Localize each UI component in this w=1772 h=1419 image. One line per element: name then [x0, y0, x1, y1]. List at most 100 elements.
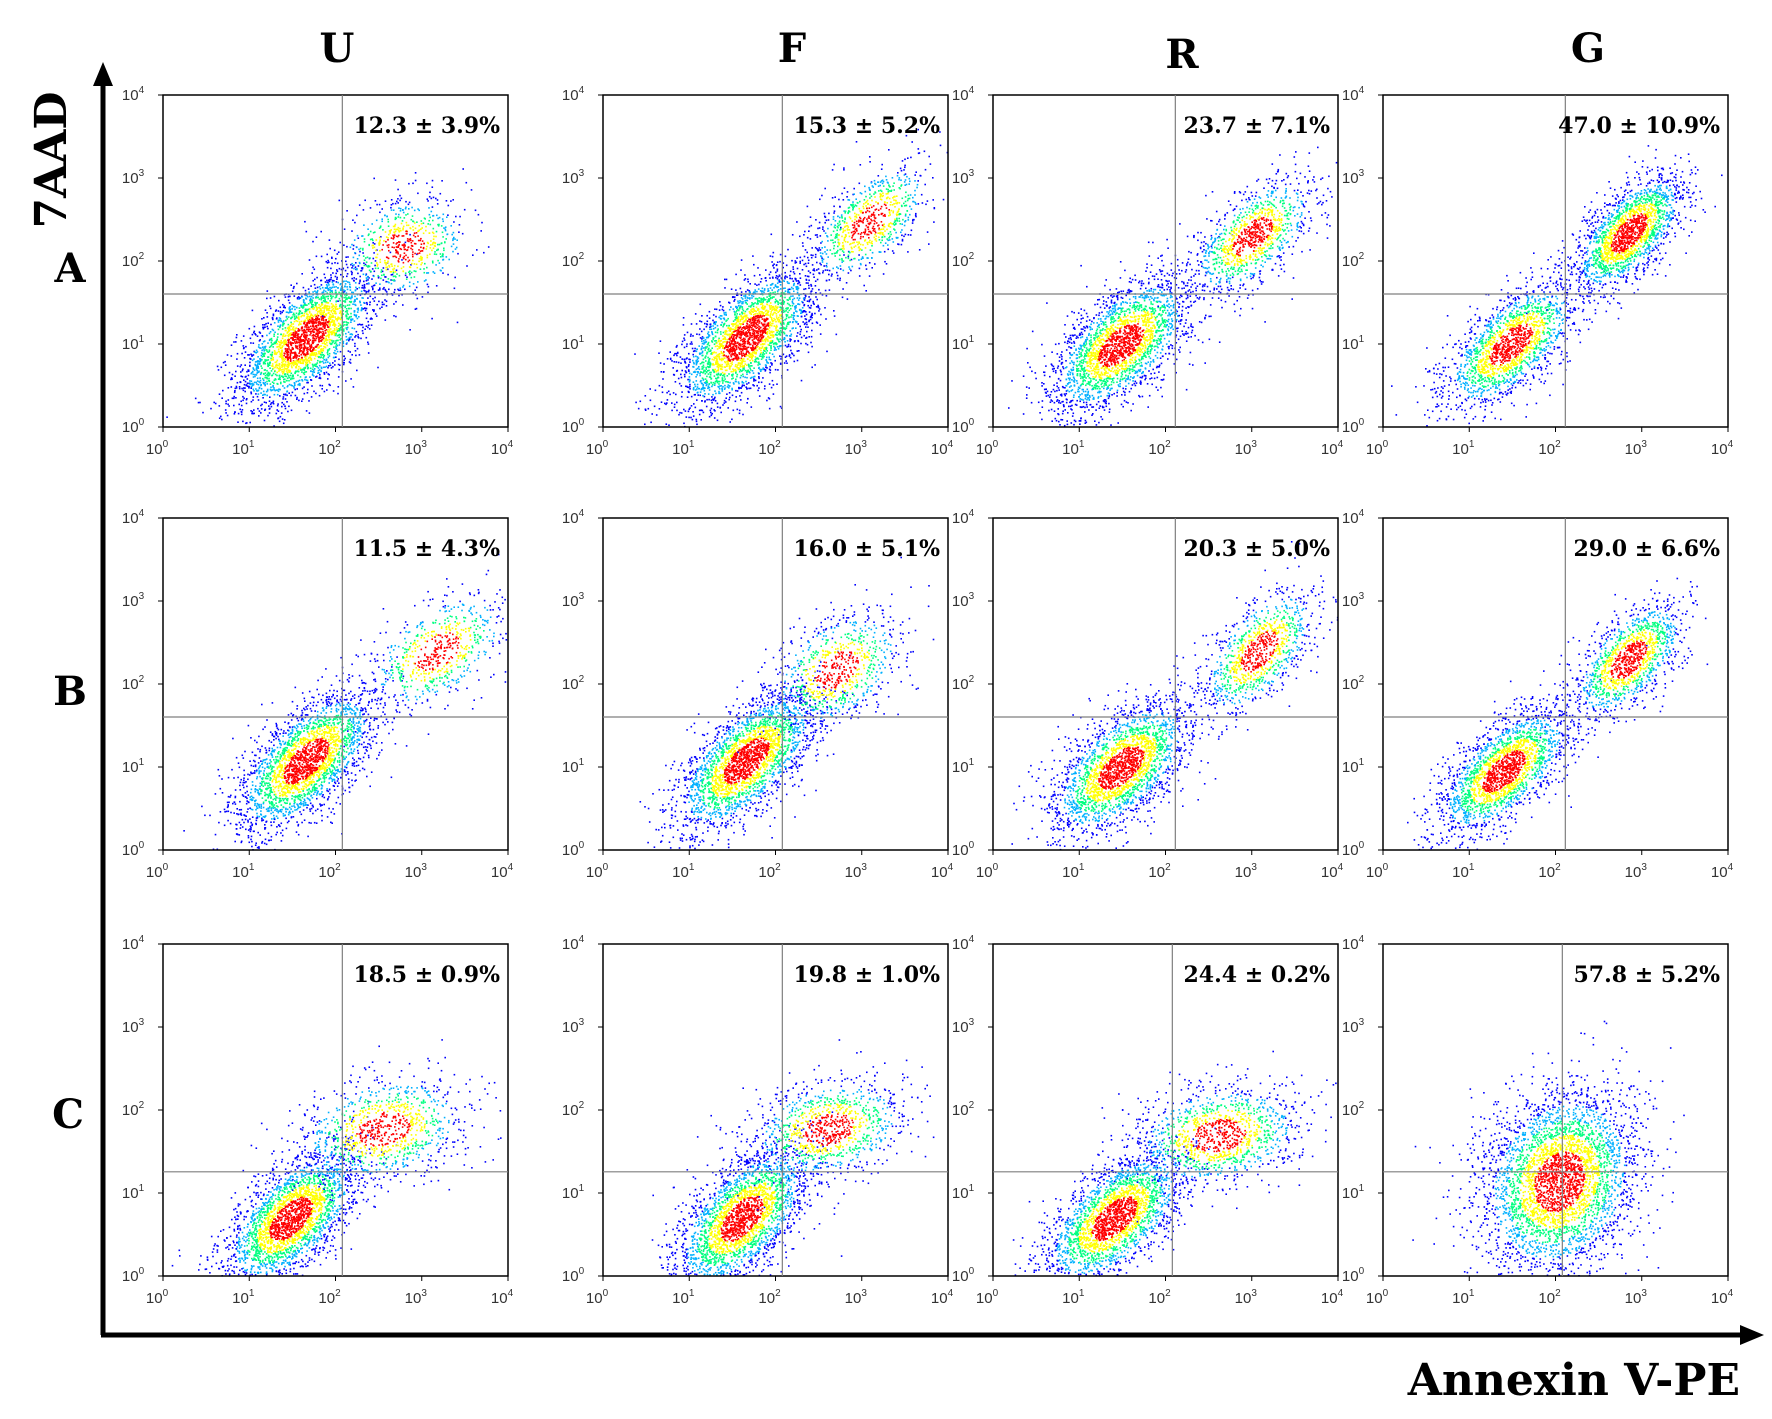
x-tick-label: 101 — [232, 439, 255, 458]
data-point — [300, 362, 302, 364]
data-point — [784, 341, 786, 343]
data-point — [806, 279, 808, 281]
data-point — [334, 343, 336, 345]
data-point — [702, 387, 704, 389]
data-point — [409, 266, 411, 268]
data-point — [752, 370, 754, 372]
data-point — [368, 233, 370, 235]
data-point — [365, 275, 367, 277]
data-point — [392, 235, 394, 237]
data-point — [276, 361, 278, 363]
data-point — [340, 338, 342, 340]
data-point — [344, 285, 346, 287]
data-point — [238, 413, 240, 415]
data-point — [259, 387, 261, 389]
data-point — [761, 329, 763, 331]
data-point — [729, 382, 731, 384]
data-point — [789, 330, 791, 332]
data-point — [299, 355, 301, 357]
data-point — [270, 331, 272, 333]
data-point — [278, 349, 280, 351]
data-point — [303, 372, 305, 374]
data-point — [243, 390, 245, 392]
data-point — [264, 340, 266, 342]
data-point — [393, 279, 395, 281]
data-point — [696, 424, 698, 426]
data-point — [349, 304, 351, 306]
data-point — [221, 397, 223, 399]
data-point — [324, 297, 326, 299]
data-point — [370, 239, 372, 241]
data-point — [294, 316, 296, 318]
data-point — [270, 339, 272, 341]
data-point — [307, 351, 309, 353]
data-point — [349, 351, 351, 353]
data-point — [326, 359, 328, 361]
data-point — [764, 388, 766, 390]
data-point — [323, 372, 325, 374]
data-point — [644, 424, 646, 426]
data-point — [435, 264, 437, 266]
data-point — [326, 389, 328, 391]
data-point — [314, 328, 316, 330]
data-point — [429, 196, 431, 198]
data-point — [786, 362, 788, 364]
data-point — [290, 355, 292, 357]
data-point — [803, 289, 805, 291]
data-point — [712, 364, 714, 366]
data-point — [711, 382, 713, 384]
data-point — [765, 369, 767, 371]
data-point — [686, 366, 688, 368]
data-point — [274, 343, 276, 345]
data-point — [783, 309, 785, 311]
data-point — [325, 336, 327, 338]
data-point — [279, 363, 281, 365]
data-point — [334, 320, 336, 322]
data-point — [766, 314, 768, 316]
data-point — [696, 348, 698, 350]
data-point — [283, 340, 285, 342]
data-point — [706, 372, 708, 374]
data-point — [318, 307, 320, 309]
data-point — [400, 210, 402, 212]
data-point — [234, 413, 236, 415]
data-point — [750, 335, 752, 337]
data-point — [311, 296, 313, 298]
data-point — [331, 257, 333, 259]
data-point — [350, 298, 352, 300]
data-point — [284, 387, 286, 389]
data-point — [333, 284, 335, 286]
data-point — [754, 289, 756, 291]
data-point — [454, 238, 456, 240]
data-point — [757, 324, 759, 326]
data-point — [271, 406, 273, 408]
data-point — [806, 322, 808, 324]
data-point — [327, 282, 329, 284]
data-point — [414, 232, 416, 234]
data-point — [257, 380, 259, 382]
data-point — [678, 378, 680, 380]
data-point — [777, 282, 779, 284]
data-point — [441, 225, 443, 227]
data-point — [245, 351, 247, 353]
data-point — [249, 328, 251, 330]
data-point — [746, 364, 748, 366]
data-point — [746, 402, 748, 404]
data-point — [287, 390, 289, 392]
data-point — [789, 299, 791, 301]
data-point — [340, 310, 342, 312]
data-point — [287, 352, 289, 354]
data-point — [301, 273, 303, 275]
data-point — [331, 340, 333, 342]
data-point — [339, 307, 341, 309]
column-header-r: R — [1165, 31, 1199, 78]
data-point — [369, 304, 371, 306]
data-point — [301, 350, 303, 352]
data-point — [745, 297, 747, 299]
data-point — [720, 412, 722, 414]
data-point — [264, 420, 266, 422]
data-point — [735, 343, 737, 345]
data-point — [366, 278, 368, 280]
data-point — [346, 264, 348, 266]
data-point — [788, 324, 790, 326]
